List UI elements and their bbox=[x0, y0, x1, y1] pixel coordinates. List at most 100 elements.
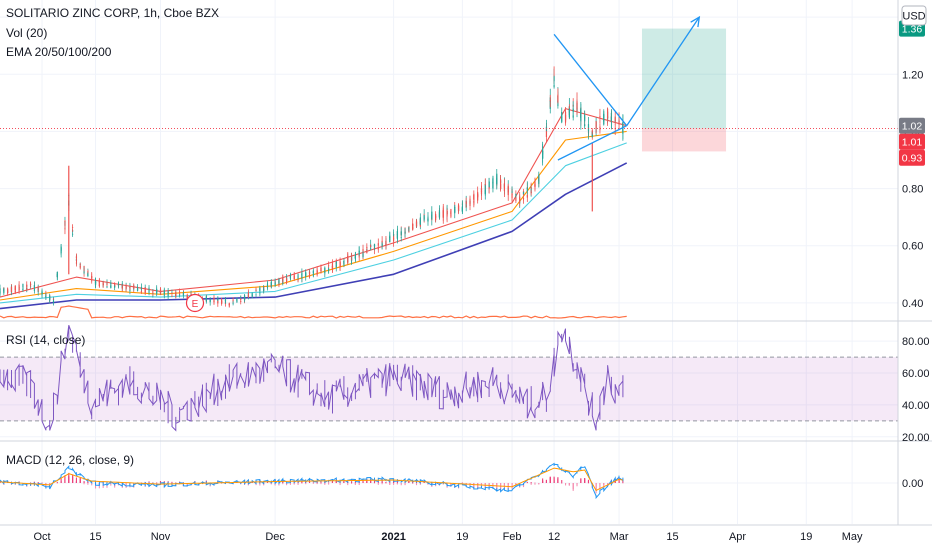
candle-body-267 bbox=[343, 260, 345, 263]
trendline-0 bbox=[553, 33, 628, 127]
candle-body-329 bbox=[423, 215, 425, 220]
candle-body-208 bbox=[266, 285, 269, 287]
time-axis-tick-8: Mar bbox=[610, 531, 629, 543]
candle-body-367 bbox=[473, 194, 475, 201]
candle-body-423 bbox=[545, 127, 548, 129]
candle-body-338 bbox=[435, 214, 437, 218]
candle-body-361 bbox=[465, 201, 467, 204]
candle-body-462 bbox=[599, 116, 601, 118]
candle-body-314 bbox=[404, 231, 406, 234]
ema-indicator-label[interactable]: EMA 20/50/100/200 bbox=[6, 45, 112, 59]
candle-body-128 bbox=[163, 289, 165, 294]
earnings-marker[interactable]: E bbox=[185, 293, 205, 313]
time-axis-tick-4: 2021 bbox=[381, 531, 405, 543]
candle-body-217 bbox=[278, 278, 280, 284]
candle-body-19 bbox=[22, 288, 24, 290]
candle-body-32 bbox=[37, 288, 39, 290]
candle-body-421 bbox=[545, 128, 548, 137]
time-axis-tick-5: 19 bbox=[456, 531, 468, 543]
time-axis-tick-1: 15 bbox=[89, 531, 101, 543]
candle-body-435 bbox=[561, 116, 563, 119]
price-axis-tick-3: 0.80 bbox=[902, 184, 923, 196]
candle-body-335 bbox=[431, 214, 433, 219]
trendline-drawings[interactable] bbox=[553, 15, 701, 161]
candle-body-432 bbox=[557, 94, 559, 102]
candle-body-223 bbox=[285, 278, 288, 280]
candle-body-273 bbox=[350, 255, 353, 257]
candle-body-426 bbox=[549, 99, 551, 101]
candle-body-226 bbox=[289, 275, 292, 278]
candle-body-70 bbox=[87, 271, 89, 272]
candle-body-211 bbox=[270, 282, 272, 286]
candle-body-231 bbox=[297, 279, 299, 281]
candle-body-358 bbox=[461, 206, 463, 212]
candle-body-402 bbox=[519, 201, 521, 202]
candle-body-44 bbox=[52, 298, 55, 300]
candle-body-35 bbox=[41, 292, 43, 295]
candle-body-57 bbox=[72, 233, 74, 235]
candle-body-470 bbox=[606, 108, 609, 119]
candle-body-252 bbox=[324, 267, 326, 271]
candle-body-311 bbox=[400, 231, 402, 235]
candle-body-479 bbox=[618, 120, 620, 125]
candle-body-76 bbox=[94, 280, 97, 284]
candle-body-305 bbox=[392, 234, 395, 236]
symbol-title: SOLITARIO ZINC CORP, 1h, Cboe BZX bbox=[6, 6, 219, 20]
volume-line bbox=[0, 305, 627, 319]
candle-body-422 bbox=[545, 126, 548, 128]
candle-body-379 bbox=[488, 181, 490, 187]
candle-body-464 bbox=[599, 128, 601, 130]
candle-body-198 bbox=[255, 293, 257, 295]
rsi-indicator-label[interactable]: RSI (14, close) bbox=[6, 333, 85, 347]
candle-body-186 bbox=[240, 300, 242, 302]
currency-label: USD bbox=[902, 11, 925, 23]
long-position-tool[interactable] bbox=[641, 28, 727, 152]
time-axis-tick-6: Feb bbox=[503, 531, 522, 543]
candle-body-375 bbox=[484, 184, 486, 186]
price-tag-0: 1.36 bbox=[902, 24, 923, 36]
candle-body-420 bbox=[542, 148, 544, 155]
candle-body-299 bbox=[385, 240, 387, 246]
candle-body-442 bbox=[572, 115, 574, 118]
candle-body-282 bbox=[362, 253, 364, 257]
candle-body-346 bbox=[446, 211, 448, 217]
price-axis-tick-4: 0.60 bbox=[902, 241, 923, 253]
price-tag-bg-3 bbox=[899, 149, 925, 166]
candle-body-258 bbox=[331, 265, 334, 269]
ema-line-0 bbox=[0, 108, 627, 298]
volume-indicator-label[interactable]: Vol (20) bbox=[6, 26, 47, 40]
rsi-axis-tick-2: 40.00 bbox=[902, 400, 930, 412]
ema-line-1 bbox=[0, 130, 627, 301]
candle-body-279 bbox=[358, 256, 360, 258]
price-tag-1: 1.02 bbox=[902, 121, 923, 133]
candle-body-84 bbox=[106, 283, 108, 285]
candle-body-23 bbox=[26, 284, 28, 287]
macd-indicator-label[interactable]: MACD (12, 26, close, 9) bbox=[6, 453, 134, 467]
candle-body-69 bbox=[87, 271, 89, 277]
candle-body-129 bbox=[163, 292, 165, 294]
candle-body-467 bbox=[603, 113, 605, 122]
rsi-axis-tick-3: 20.00 bbox=[902, 432, 930, 444]
candle-body-373 bbox=[480, 188, 483, 192]
candle-body-196 bbox=[251, 293, 253, 297]
candle-body-276 bbox=[354, 254, 356, 258]
candle-body-141 bbox=[179, 291, 181, 294]
candle-body-363 bbox=[469, 200, 471, 206]
candle-body-176 bbox=[224, 299, 227, 301]
pane-separators bbox=[0, 0, 932, 526]
candle-body-73 bbox=[91, 276, 93, 277]
candle-body-308 bbox=[396, 231, 399, 239]
candle-body-406 bbox=[526, 194, 528, 198]
time-axis-tick-10: Apr bbox=[729, 531, 746, 543]
trendline-2 bbox=[626, 16, 700, 127]
candle-body-94 bbox=[117, 283, 120, 285]
candle-body-443 bbox=[572, 108, 574, 112]
currency-button[interactable]: USD bbox=[901, 5, 927, 26]
time-axis-tick-0: Oct bbox=[33, 531, 50, 543]
candle-body-370 bbox=[477, 195, 479, 201]
candle-body-52 bbox=[64, 228, 66, 230]
candle-body-144 bbox=[182, 293, 185, 296]
candle-body-364 bbox=[469, 199, 471, 200]
candle-body-317 bbox=[408, 227, 410, 229]
